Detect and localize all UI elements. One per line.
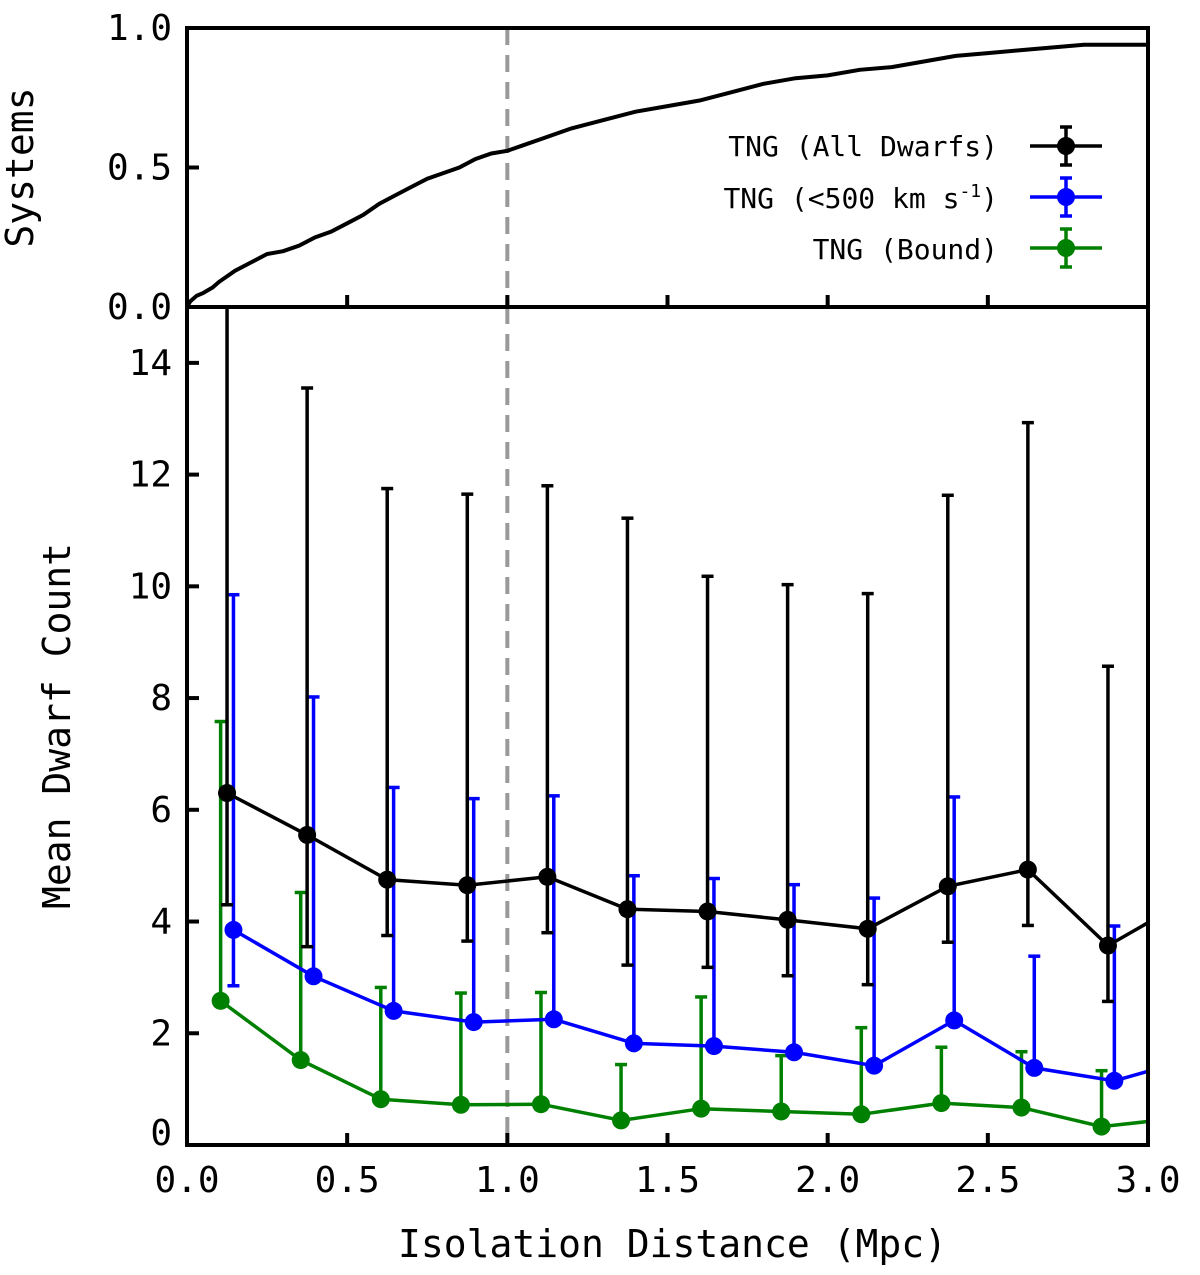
data-point <box>1092 1117 1111 1136</box>
bottom-y-tick-labels: 0 2 4 6 8 10 12 14 <box>129 343 172 1154</box>
data-point <box>224 920 243 939</box>
data-point <box>378 870 397 889</box>
x-tick-label: 3.0 <box>1115 1160 1180 1201</box>
series-line <box>226 791 1149 948</box>
series-line <box>232 928 1149 1083</box>
data-point <box>218 784 237 803</box>
data-point <box>1098 936 1117 955</box>
bottom-y-tick-label: 4 <box>150 902 172 943</box>
data-point <box>211 991 230 1010</box>
legend-entry-bound: TNG (Bound) <box>813 227 1102 269</box>
bottom-panel-ticks <box>185 360 1150 1147</box>
data-point <box>538 867 557 886</box>
data-point <box>858 919 877 938</box>
x-tick-label: 0.0 <box>154 1160 219 1201</box>
data-point <box>612 1111 631 1130</box>
legend-marker-bound <box>1030 227 1102 269</box>
legend-entry-all-dwarfs: TNG (All Dwarfs) <box>728 125 1102 167</box>
data-point <box>298 825 317 844</box>
legend-entry-under-500: TNG (<500 km s-1) <box>723 176 1102 218</box>
data-point <box>618 900 637 919</box>
bottom-y-tick-label: 2 <box>150 1013 172 1054</box>
bottom-y-axis-title: Mean Dwarf Count <box>35 543 79 909</box>
data-point <box>624 1034 643 1053</box>
legend-marker-all-dwarfs <box>1030 125 1102 167</box>
data-point <box>464 1013 483 1032</box>
legend-label-under-500: TNG (<500 km s-1) <box>723 181 998 215</box>
data-point <box>544 1010 563 1029</box>
top-panel-ticks <box>185 26 1150 309</box>
data-point <box>704 1037 723 1056</box>
series-line <box>219 999 1149 1129</box>
legend-point <box>1057 137 1075 155</box>
data-point <box>1012 1098 1031 1117</box>
data-point <box>865 1056 884 1075</box>
data-point <box>852 1105 871 1124</box>
data-point <box>304 967 323 986</box>
legend-label-bound: TNG (Bound) <box>813 233 998 266</box>
series-0 <box>218 307 1149 1004</box>
data-point <box>698 902 717 921</box>
series-1 <box>224 592 1149 1090</box>
bottom-y-tick-label: 6 <box>150 790 172 831</box>
bottom-y-tick-label: 10 <box>129 566 172 607</box>
legend: TNG (All Dwarfs) TNG (<500 km s-1) TNG (… <box>723 125 1102 269</box>
bottom-panel: 0 2 4 6 8 10 12 14 0.0 0.5 1.0 1.5 2.0 2.5 3.0 Mean D… <box>35 305 1181 1266</box>
x-tick-label: 1.5 <box>635 1160 700 1201</box>
top-panel: 0.0 0.5 1.0 Systems TNG (All Dwarfs) TNG (… <box>0 8 1150 328</box>
data-point <box>531 1095 550 1114</box>
data-point <box>1105 1071 1124 1090</box>
x-tick-label: 1.0 <box>475 1160 540 1201</box>
data-point <box>692 1099 711 1118</box>
data-point <box>371 1090 390 1109</box>
top-y-tick-label: 0.5 <box>107 148 172 189</box>
x-tick-label: 2.0 <box>795 1160 860 1201</box>
data-point <box>384 1001 403 1020</box>
top-y-tick-label: 0.0 <box>107 287 172 328</box>
bottom-y-tick-label: 8 <box>150 678 172 719</box>
bottom-panel-frame <box>185 305 1150 1147</box>
data-point <box>932 1094 951 1113</box>
x-axis-title: Isolation Distance (Mpc) <box>398 1222 947 1266</box>
x-tick-label: 0.5 <box>315 1160 380 1201</box>
data-point <box>778 910 797 929</box>
legend-label-all-dwarfs: TNG (All Dwarfs) <box>728 130 998 163</box>
data-point <box>785 1043 804 1062</box>
top-y-tick-labels: 0.0 0.5 1.0 <box>107 8 172 328</box>
data-point <box>1025 1058 1044 1077</box>
legend-point <box>1057 188 1075 206</box>
bottom-y-tick-label: 0 <box>150 1113 172 1154</box>
top-panel-frame <box>185 26 1150 309</box>
cumulative-systems-line <box>185 42 1148 308</box>
data-point <box>938 877 957 896</box>
x-tick-labels: 0.0 0.5 1.0 1.5 2.0 2.5 3.0 <box>154 1160 1180 1201</box>
bottom-y-tick-label: 12 <box>129 455 172 496</box>
data-point <box>451 1095 470 1114</box>
legend-point <box>1057 239 1075 257</box>
data-point <box>1018 860 1037 879</box>
data-point <box>291 1051 310 1070</box>
bottom-y-tick-label: 14 <box>129 343 172 384</box>
legend-marker-under-500 <box>1030 176 1102 218</box>
data-point <box>945 1011 964 1030</box>
top-y-axis-title: Systems <box>0 87 42 247</box>
x-tick-label: 2.5 <box>955 1160 1020 1201</box>
data-point <box>772 1102 791 1121</box>
data-point <box>458 876 477 895</box>
series-layer <box>211 307 1149 1136</box>
series-2 <box>211 719 1149 1136</box>
top-y-tick-label: 1.0 <box>107 8 172 49</box>
